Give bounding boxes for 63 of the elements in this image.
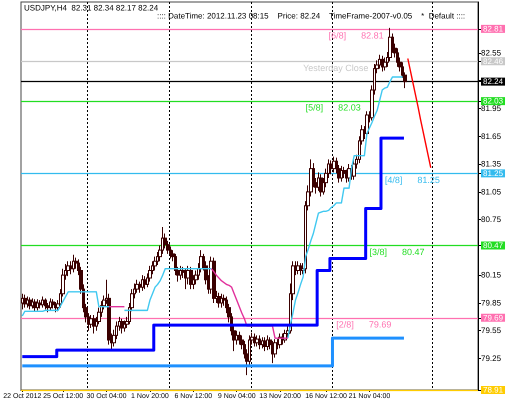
candlestick bbox=[296, 260, 300, 275]
candlestick bbox=[44, 298, 47, 310]
candlestick bbox=[49, 298, 52, 311]
candlestick bbox=[253, 333, 256, 347]
candlestick bbox=[378, 54, 381, 70]
candlestick bbox=[23, 294, 27, 308]
y-tick-label: 81.05 bbox=[481, 187, 502, 196]
candlestick bbox=[143, 276, 147, 290]
candlestick bbox=[141, 274, 144, 292]
y-tick-label: 81.35 bbox=[481, 160, 502, 169]
candlestick bbox=[266, 334, 269, 351]
candlestick bbox=[66, 260, 70, 277]
candlestick bbox=[263, 336, 267, 352]
text: :::: DateTime: 2012.11.23 08:15 Price: 82.24 TimeFrame-2007-v0.05 * Default :::: bbox=[157, 12, 466, 20]
candlestick bbox=[36, 298, 39, 311]
candlestick bbox=[299, 262, 302, 276]
y-tick-label: 79.85 bbox=[481, 298, 502, 308]
candlestick bbox=[217, 292, 221, 308]
y-tick-label: 79.25 bbox=[481, 354, 502, 364]
candlestick bbox=[329, 160, 333, 175]
ref-line-label: [2/8] 79.69 bbox=[336, 319, 392, 330]
candlestick bbox=[41, 296, 44, 308]
y-tick-label: 80.15 bbox=[481, 270, 502, 280]
candlestick bbox=[340, 165, 343, 182]
ref-line-label: [3/8] 80.47 bbox=[369, 247, 425, 258]
candlestick bbox=[21, 293, 24, 310]
candlestick bbox=[153, 256, 157, 272]
candlestick bbox=[271, 340, 274, 364]
candlestick bbox=[28, 296, 32, 310]
ref-line-label: [6/8] 82.81 bbox=[328, 30, 384, 40]
candlestick bbox=[72, 254, 75, 273]
candlestick bbox=[26, 296, 29, 308]
ref-line-label: [4/8] 81.25 bbox=[384, 174, 440, 185]
y-tick-label: 80.47 bbox=[483, 241, 504, 250]
line-series bbox=[407, 58, 432, 168]
y-tick-label: 79.55 bbox=[481, 326, 502, 336]
candlestick bbox=[255, 334, 259, 347]
y-tick-label: 82.55 bbox=[481, 48, 502, 58]
candlestick bbox=[46, 302, 50, 313]
candlestick bbox=[38, 300, 42, 310]
y-tick-label: 81.95 bbox=[481, 104, 502, 113]
y-tick-label: 82.81 bbox=[483, 24, 504, 34]
y-tick-label: 80.75 bbox=[481, 215, 502, 224]
y-tick-label: 82.03 bbox=[483, 96, 504, 106]
candlestick bbox=[238, 331, 241, 346]
y-tick-label: 81.25 bbox=[483, 168, 504, 178]
candlestick bbox=[184, 268, 187, 290]
candlestick bbox=[212, 257, 216, 304]
candlestick bbox=[123, 320, 126, 332]
candlestick bbox=[258, 334, 261, 350]
y-tick-label: 81.65 bbox=[481, 132, 502, 141]
candlestick bbox=[396, 48, 399, 68]
chart-title: USDJPY,H4 82.31 82.34 82.17 82.24 bbox=[24, 4, 159, 12]
y-tick-label: 78.91 bbox=[483, 386, 504, 394]
candlestick bbox=[261, 336, 264, 349]
candlestick bbox=[342, 166, 346, 178]
candlestick bbox=[220, 293, 223, 308]
y-tick-label: 79.69 bbox=[483, 313, 504, 322]
candlestick bbox=[352, 158, 356, 180]
candlestick bbox=[381, 55, 384, 72]
ref-line-label: [5/8] 82.03 bbox=[306, 102, 361, 113]
y-tick-label: 82.24 bbox=[483, 77, 504, 86]
candlestick bbox=[179, 265, 182, 280]
